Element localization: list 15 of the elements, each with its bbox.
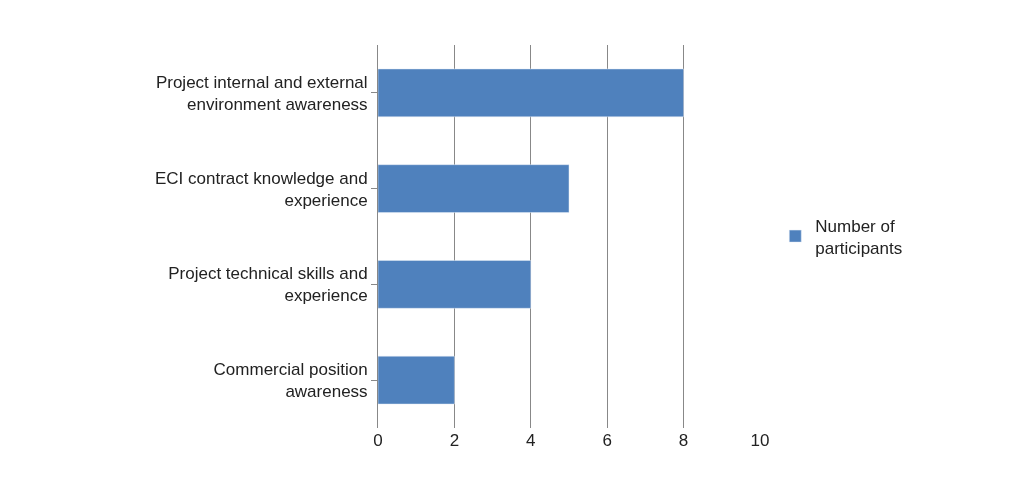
bar	[378, 68, 684, 118]
x-tick-label: 4	[526, 431, 536, 450]
bar	[378, 355, 455, 405]
y-tick-label: Project technical skills and experience	[168, 264, 368, 306]
x-tick-label: 10	[750, 431, 770, 450]
bar	[378, 164, 570, 213]
x-tick-label: 6	[602, 431, 612, 450]
x-tick-label: 8	[678, 431, 689, 450]
y-tick-label: ECI contract knowledge and experience	[154, 168, 368, 210]
bar	[378, 260, 532, 309]
x-tick-label: 0	[373, 431, 383, 450]
y-tick-label: Project internal and external environment awareness	[155, 72, 368, 114]
x-tick-label: 2	[449, 431, 460, 450]
legend-label: Number of participants	[815, 216, 903, 258]
y-tick-label: Commercial position awareness	[213, 360, 368, 402]
